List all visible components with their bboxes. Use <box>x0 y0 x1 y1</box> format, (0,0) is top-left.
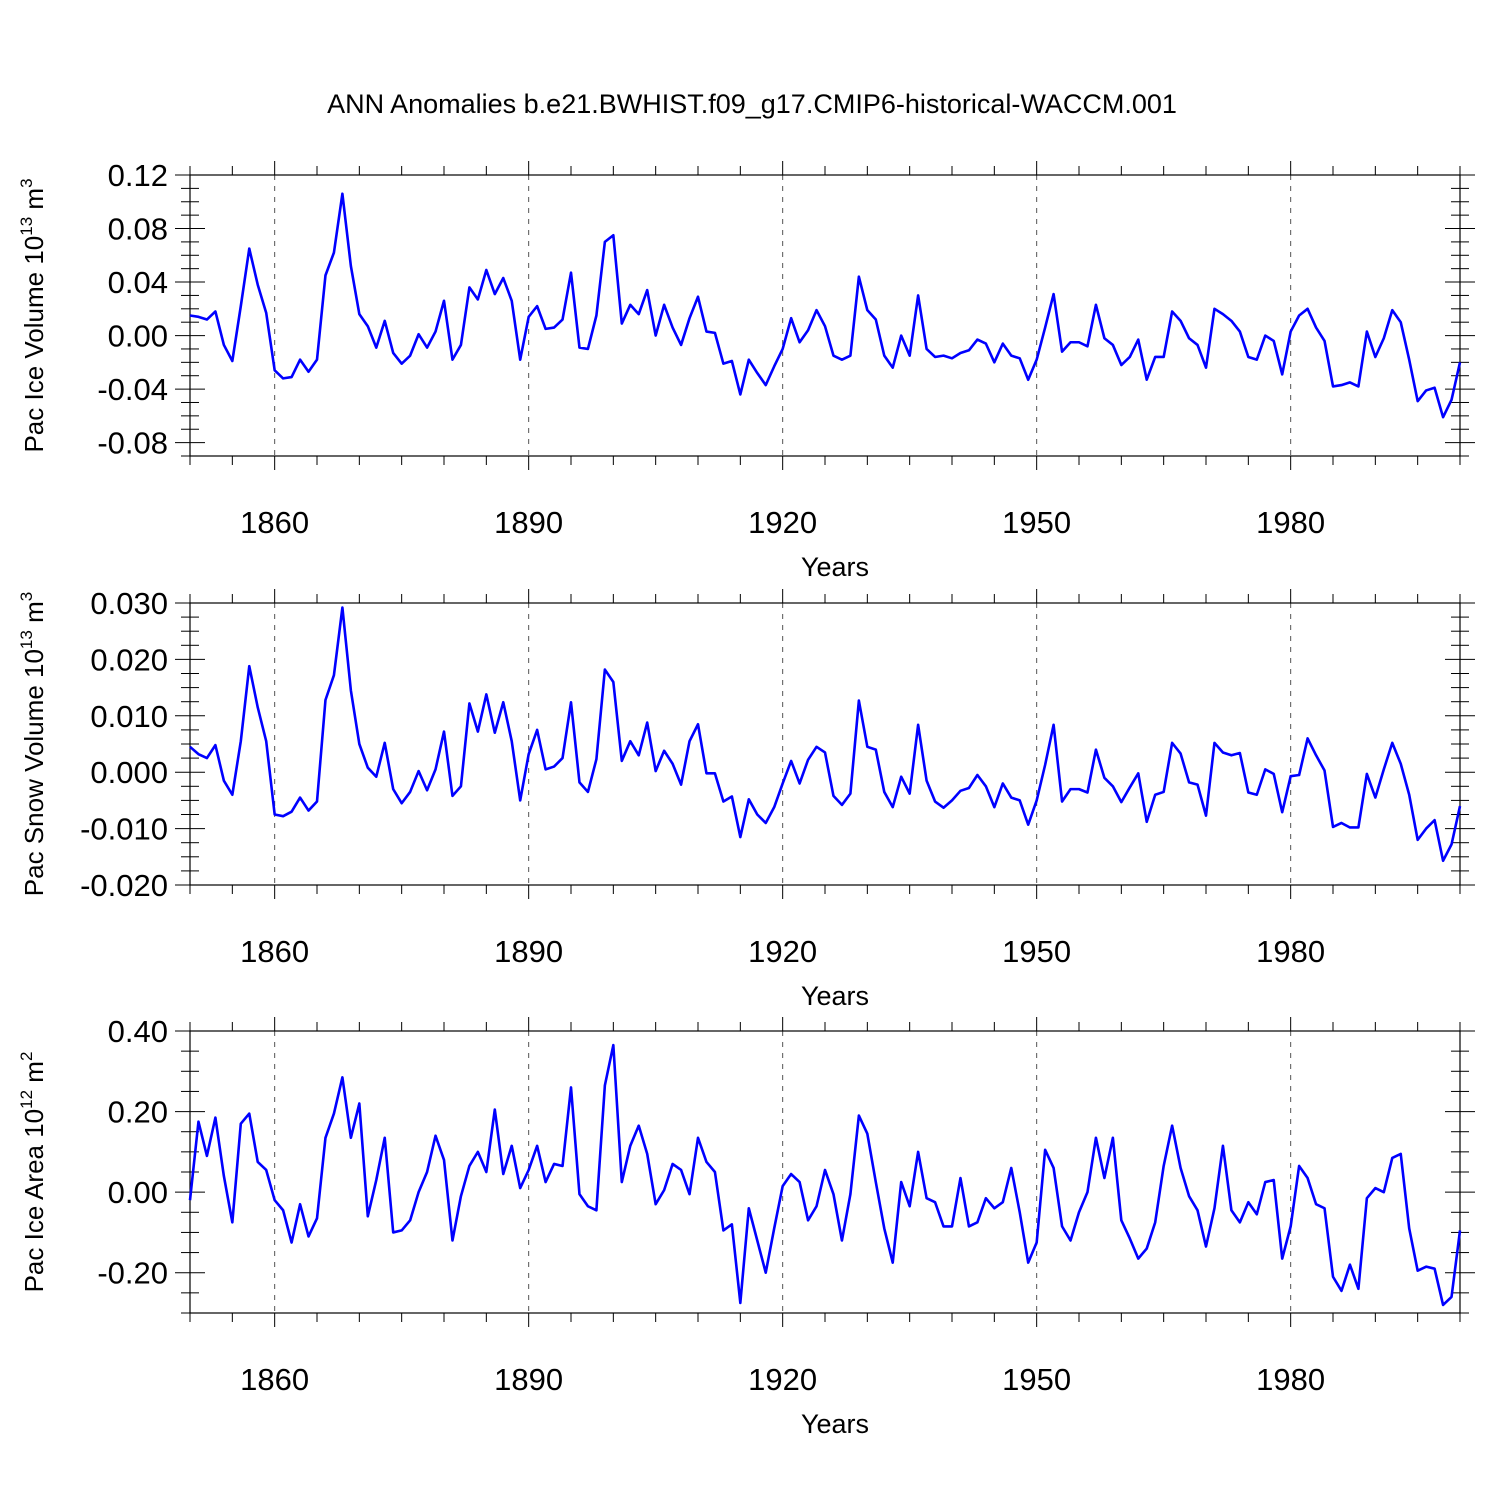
series-line <box>189 192 1462 419</box>
panel-3: 0.40 0.20 0.00 -0.20 1860 1890 1920 1950 1980 Yea… <box>17 1014 1475 1439</box>
x-tick-label: 1950 <box>1002 934 1071 969</box>
y-tick-label: -0.20 <box>97 1256 168 1291</box>
y-tick-label: 0.020 <box>90 642 168 677</box>
y-tick-label: 0.08 <box>108 212 168 247</box>
x-tick-label: 1950 <box>1002 505 1071 540</box>
x-tick-label: 1890 <box>494 1362 563 1397</box>
y-tick-label: 0.000 <box>90 755 168 790</box>
y-tick-label: -0.04 <box>97 372 168 407</box>
chart-panels: 0.12 0.08 0.04 0.00 -0.04 -0.08 1860 1890 1920 19… <box>17 158 1475 1439</box>
panel-2: 0.030 0.020 0.010 0.000 -0.010 -0.020 1860 1890… <box>17 586 1475 1011</box>
x-axis-label: Years <box>801 552 869 582</box>
panel-1: 0.12 0.08 0.04 0.00 -0.04 -0.08 1860 1890 1920 19… <box>17 158 1475 582</box>
x-axis-label: Years <box>801 1409 869 1439</box>
y-tick-label: 0.030 <box>90 586 168 621</box>
y-tick-label: -0.020 <box>80 868 168 903</box>
x-tick-label: 1980 <box>1256 1362 1325 1397</box>
x-tick-label: 1920 <box>748 505 817 540</box>
chart-title: ANN Anomalies b.e21.BWHIST.f09_g17.CMIP6… <box>327 89 1177 119</box>
x-tick-label: 1980 <box>1256 505 1325 540</box>
y-tick-label: 0.40 <box>108 1014 168 1049</box>
x-tick-label: 1950 <box>1002 1362 1071 1397</box>
y-axis-label: Pac Ice Volume 1013 m3 <box>17 178 49 452</box>
y-tick-label: 0.04 <box>108 265 168 300</box>
y-tick-label: 0.00 <box>108 319 168 354</box>
x-axis-label: Years <box>801 981 869 1011</box>
series-line <box>188 1043 1462 1307</box>
y-tick-label: 0.010 <box>90 699 168 734</box>
x-tick-label: 1920 <box>748 934 817 969</box>
x-tick-label: 1920 <box>748 1362 817 1397</box>
y-tick-label: 0.00 <box>108 1175 168 1210</box>
x-tick-label: 1860 <box>240 505 309 540</box>
y-tick-label: -0.010 <box>80 812 168 847</box>
y-axis-label: Pac Ice Area 1012 m2 <box>17 1052 49 1293</box>
x-tick-label: 1860 <box>240 1362 309 1397</box>
y-tick-label: 0.12 <box>108 158 168 193</box>
x-tick-label: 1980 <box>1256 934 1325 969</box>
y-axis-label: Pac Snow Volume 1013 m3 <box>17 592 49 896</box>
y-tick-label: -0.08 <box>97 426 168 461</box>
series-line <box>189 606 1462 863</box>
x-tick-label: 1890 <box>494 505 563 540</box>
x-tick-label: 1890 <box>494 934 563 969</box>
x-tick-label: 1860 <box>240 934 309 969</box>
y-tick-label: 0.20 <box>108 1095 168 1130</box>
